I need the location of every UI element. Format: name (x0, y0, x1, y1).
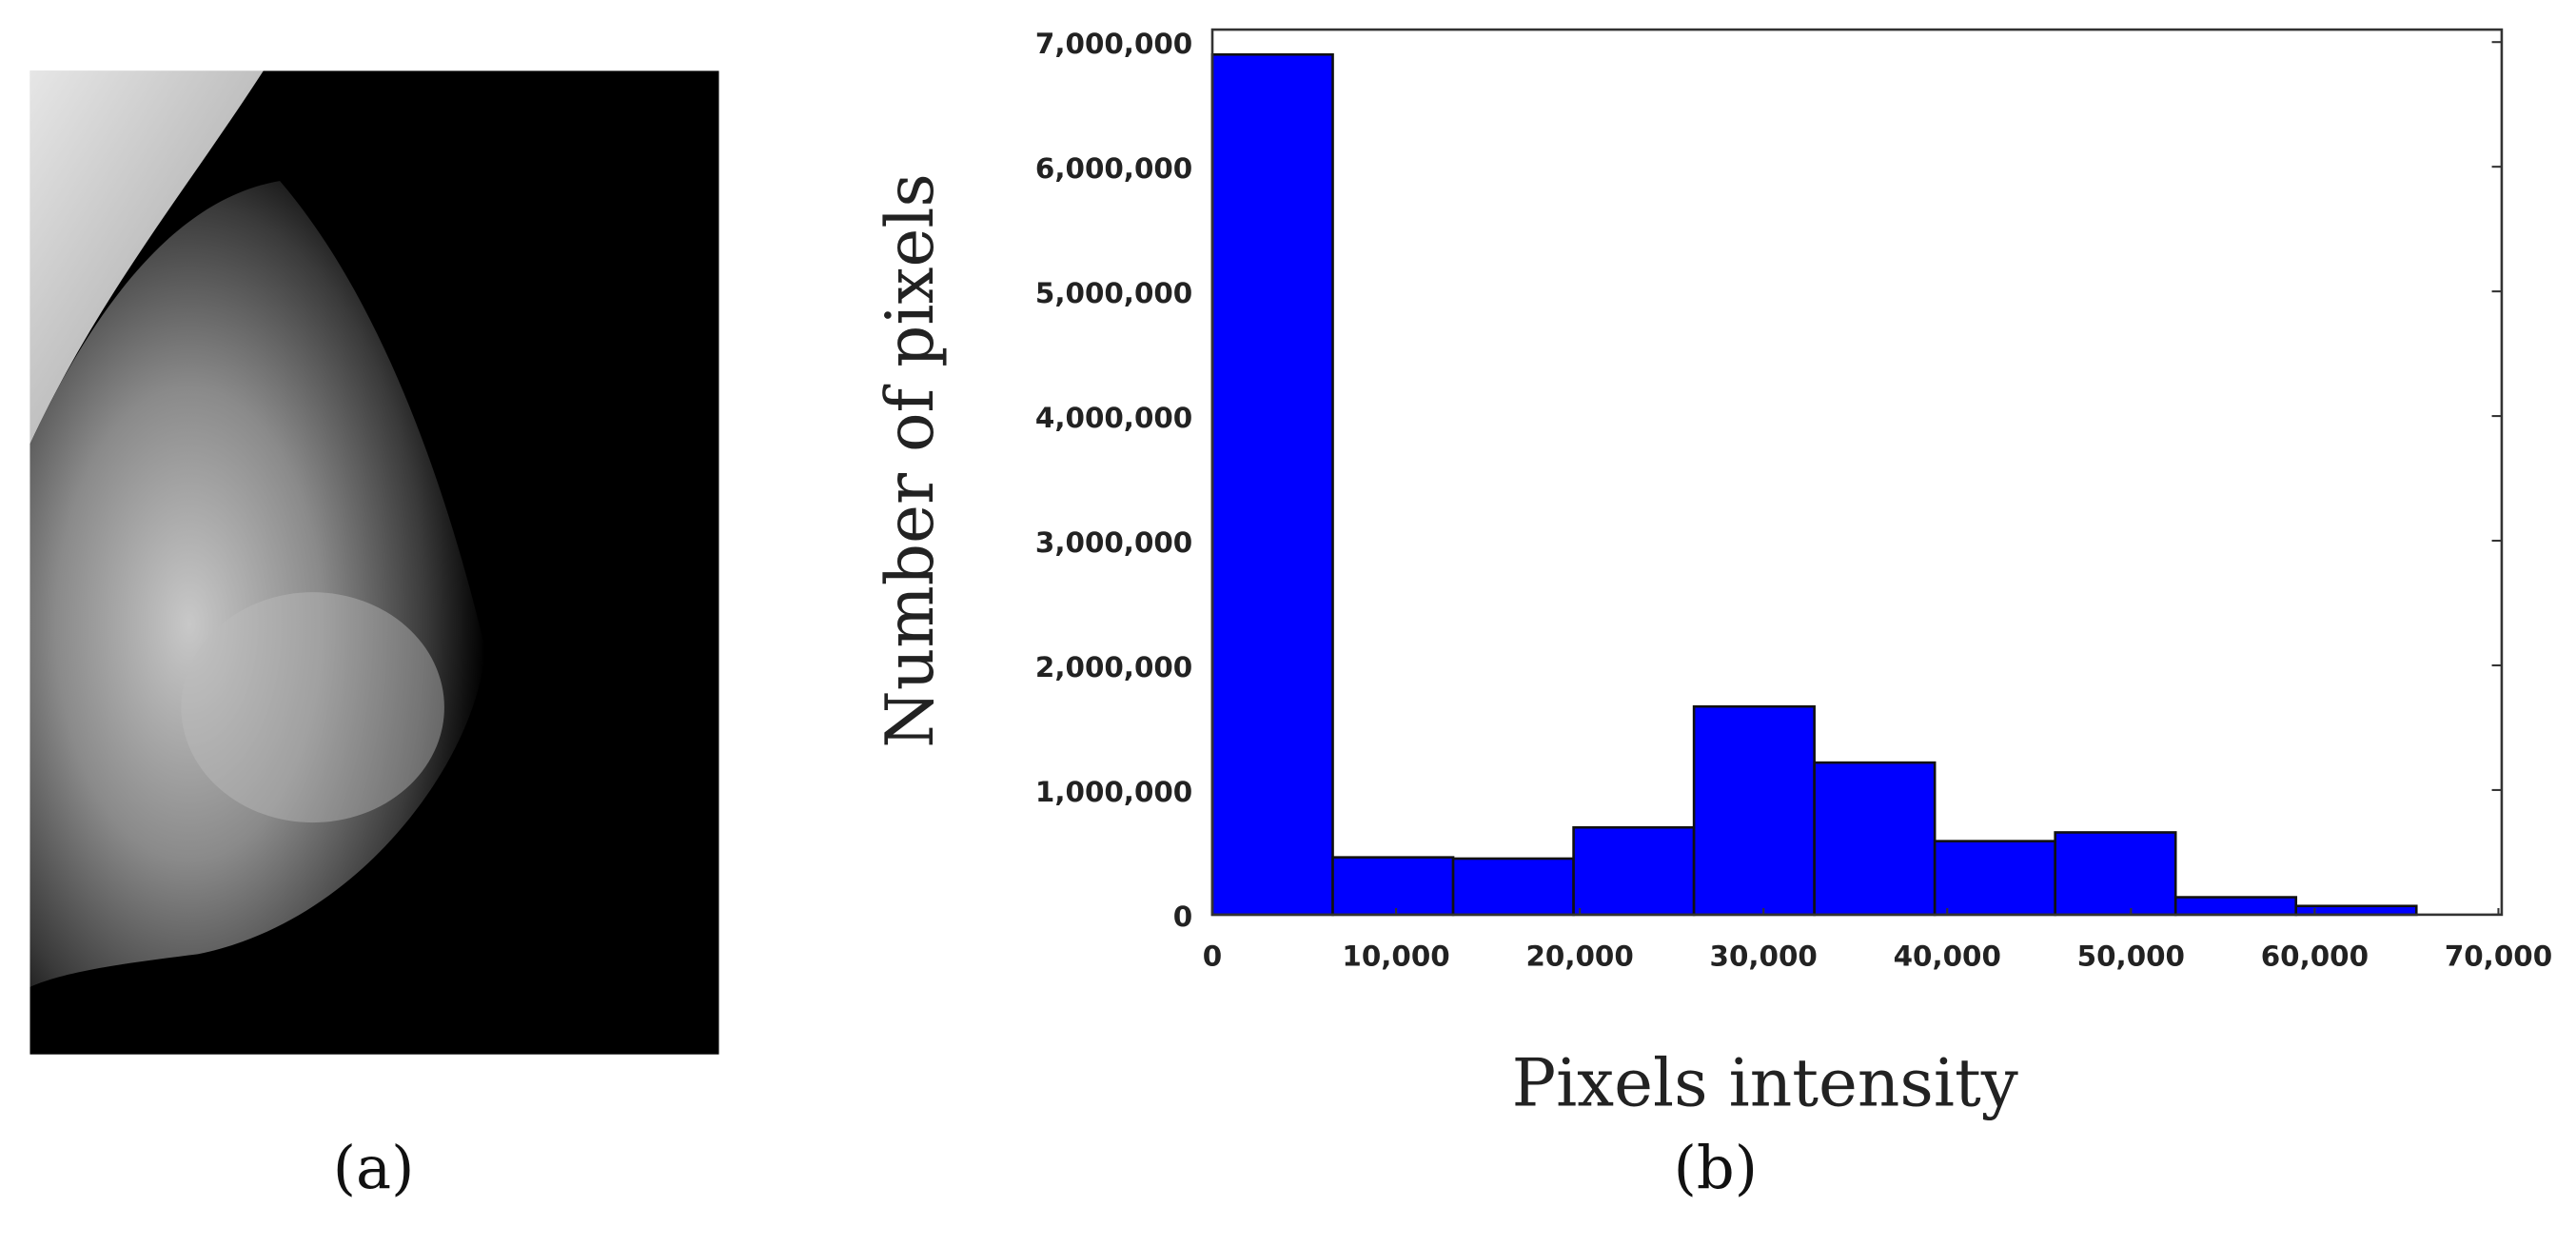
y-tick-label: 5,000,000 (1035, 277, 1192, 309)
panel-label: (a) (333, 1133, 415, 1202)
image-upper-region (29, 70, 264, 445)
bar (1451, 857, 1575, 917)
bar (1210, 53, 1334, 917)
bar (1692, 704, 1816, 917)
bar (1813, 761, 1937, 917)
bar (2054, 831, 2177, 917)
panel-label: (b) (1674, 1133, 1758, 1202)
x-tick-label: 10,000 (1342, 940, 1449, 972)
y-tick-label: 3,000,000 (1035, 526, 1192, 559)
y-tick-label: 0 (1173, 901, 1192, 933)
x-axis-title: Pixels intensity (1512, 1045, 2018, 1121)
x-tick-label: 60,000 (2261, 940, 2369, 972)
y-tick-label: 7,000,000 (1035, 28, 1192, 60)
x-tick-label: 70,000 (2445, 940, 2552, 972)
bar (1572, 825, 1696, 917)
image-dense-area (181, 592, 444, 823)
x-tick-label: 40,000 (1894, 940, 2001, 972)
x-tick-label: 30,000 (1710, 940, 1818, 972)
x-tick-label: 0 (1203, 940, 1222, 972)
bar (1933, 840, 2056, 917)
y-tick-label: 1,000,000 (1035, 776, 1192, 808)
bar (1331, 856, 1455, 917)
y-tick-label: 6,000,000 (1035, 152, 1192, 185)
y-tick-label: 2,000,000 (1035, 651, 1192, 683)
y-tick-label: 4,000,000 (1035, 402, 1192, 434)
image-tissue (29, 181, 486, 987)
y-axis-title: Number of pixels (873, 173, 949, 748)
x-tick-label: 50,000 (2077, 940, 2185, 972)
bar (2173, 896, 2298, 917)
x-tick-label: 20,000 (1525, 940, 1633, 972)
plot-frame (1210, 28, 2504, 917)
mammogram-image (29, 70, 719, 1055)
